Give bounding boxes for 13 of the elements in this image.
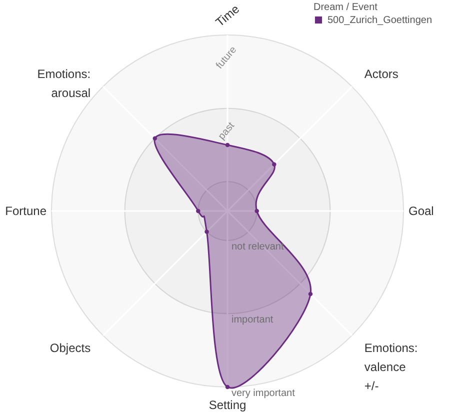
- y-tick-label: important: [232, 314, 274, 326]
- spoke-label: Emotions: arousal: [37, 67, 91, 100]
- spoke-label: Setting: [208, 398, 246, 412]
- legend-label: 500_Zurich_Goettingen: [328, 15, 432, 26]
- spoke-label: Objects: [50, 340, 91, 355]
- spoke-label: Time: [212, 2, 242, 30]
- spoke-label: Fortune: [5, 204, 47, 218]
- spoke-label: Actors: [364, 67, 398, 82]
- legend-title: Dream / Event: [314, 2, 378, 13]
- y-tick-label: not relevant: [232, 241, 284, 252]
- y-tick-label: very important: [232, 388, 296, 399]
- spoke-label: Emotions: valence +/-: [364, 340, 418, 393]
- spoke-label: Goal: [408, 204, 434, 218]
